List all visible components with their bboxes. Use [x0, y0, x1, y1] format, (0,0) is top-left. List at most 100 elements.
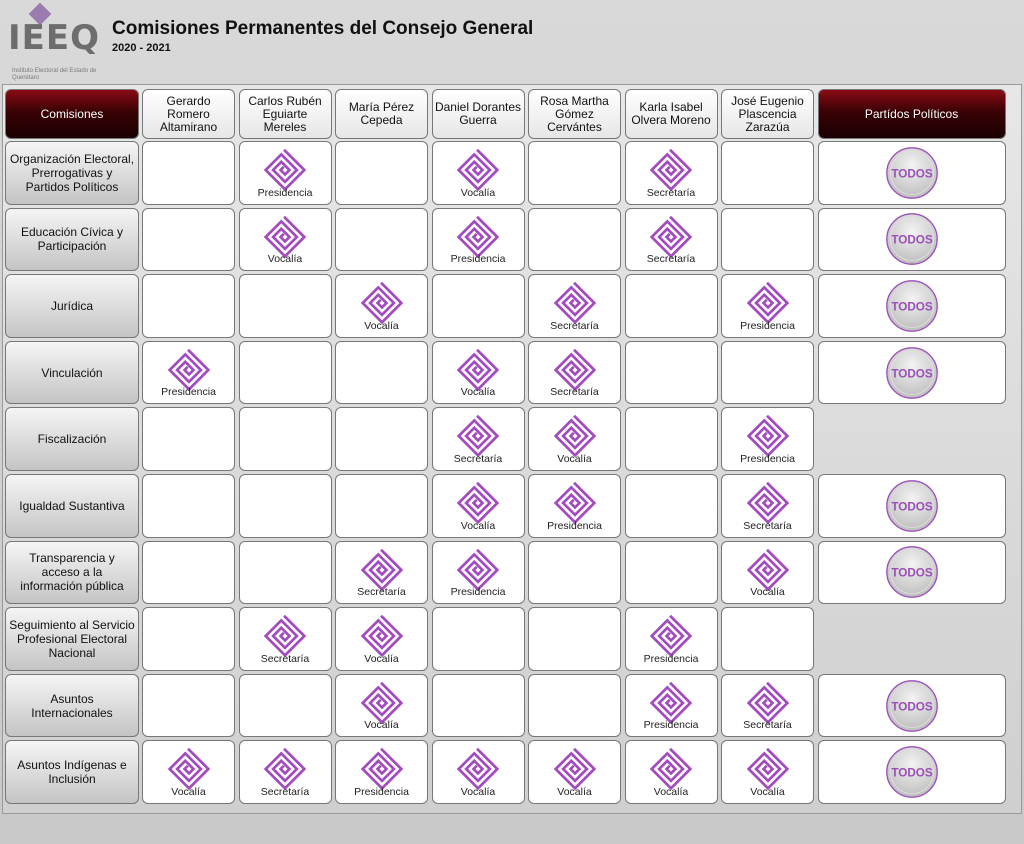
role-label: Presidencia: [740, 452, 795, 465]
ieeq-spiral-icon: [746, 481, 789, 525]
todos-badge-icon: TODOS: [885, 213, 938, 266]
todos-label: TODOS: [891, 167, 933, 180]
ieeq-spiral-icon: [167, 348, 210, 392]
row-header-commission: Asuntos Indígenas e Inclusión: [5, 740, 139, 804]
role-icon: [456, 415, 500, 458]
todos-badge: TODOS: [885, 745, 939, 799]
role-label: Presidencia: [450, 253, 506, 266]
assignment-cell: Presidencia: [431, 540, 525, 605]
assignment-cell: [335, 340, 428, 405]
role-label: Vocalía: [460, 186, 496, 199]
assignment-cell: [528, 207, 621, 272]
role-icon: [263, 148, 307, 192]
role-label: Vocalía: [364, 719, 399, 732]
ieeq-spiral-icon: [746, 748, 789, 791]
role-icon: [167, 348, 210, 392]
role-icon: [263, 215, 307, 258]
role-icon: [360, 548, 403, 591]
assignment-cell: Vocalía: [142, 740, 235, 804]
column-header-member: Daniel Dorantes Guerra: [431, 89, 525, 139]
assignment-cell: [142, 407, 235, 471]
todos-badge: TODOS: [885, 679, 939, 733]
row-header-commission: Educación Cívica y Participación: [5, 207, 139, 272]
role-label: Presidencia: [740, 319, 795, 332]
parties-cell: TODOS: [817, 540, 1006, 605]
parties-cell: TODOS: [817, 340, 1006, 405]
ieeq-spiral-icon: [553, 415, 596, 458]
role-label: Presidencia: [643, 652, 699, 665]
assignment-cell: [528, 540, 621, 605]
ieeq-spiral-icon: [553, 748, 596, 791]
todos-label: TODOS: [891, 567, 933, 580]
assignment-cell: [721, 340, 814, 405]
parties-cell: TODOS: [817, 740, 1006, 804]
assignment-cell: [721, 141, 814, 205]
assignment-cell: Secretaría: [528, 274, 621, 338]
assignment-cell: [142, 207, 235, 272]
role-icon: [649, 215, 693, 258]
row-header-commission: Transparencia y acceso a la información …: [5, 540, 139, 605]
role-label: Presidencia: [643, 719, 699, 732]
ieeq-spiral-icon: [263, 148, 307, 192]
ieeq-spiral-icon: [360, 548, 403, 591]
row-header-commission: Seguimiento al Servicio Profesional Elec…: [5, 607, 139, 671]
role-label: Vocalía: [364, 319, 399, 332]
role-icon: [649, 614, 693, 658]
role-icon: [456, 748, 500, 791]
parties-cell: TODOS: [817, 274, 1006, 338]
role-icon: [456, 548, 500, 591]
role-icon: [746, 281, 789, 325]
assignment-cell: [721, 607, 814, 671]
assignment-cell: Secretaría: [528, 340, 621, 405]
header-partidos-politicos: Partídos Políticos: [817, 89, 1006, 139]
assignment-cell: Vocalía: [431, 141, 525, 205]
role-label: Presidencia: [257, 186, 313, 199]
assignment-cell: [335, 207, 428, 272]
ieeq-spiral-icon: [649, 148, 693, 192]
ieeq-spiral-icon: [263, 614, 307, 658]
role-label: Presidencia: [354, 785, 409, 798]
assignment-cell: [335, 474, 428, 538]
role-label: Secretaría: [453, 452, 503, 465]
ieeq-spiral-icon: [360, 281, 403, 325]
todos-badge-icon: TODOS: [885, 146, 938, 199]
role-icon: [649, 681, 693, 725]
ieeq-spiral-icon: [456, 215, 500, 258]
ieeq-spiral-icon: [456, 481, 500, 525]
assignment-cell: Vocalía: [721, 540, 814, 605]
assignment-cell: [624, 340, 718, 405]
assignment-cell: Secretaría: [335, 540, 428, 605]
parties-cell: TODOS: [817, 673, 1006, 738]
parties-cell: TODOS: [817, 474, 1006, 538]
role-icon: [746, 415, 789, 458]
role-label: Vocalía: [364, 652, 399, 665]
ieeq-spiral-icon: [360, 614, 403, 658]
assignment-cell: [238, 340, 332, 405]
commissions-board: Comisiones Gerardo Romero Altamirano Carlo…: [2, 84, 1022, 814]
role-label: Vocalía: [557, 452, 592, 465]
role-label: Secretaría: [357, 586, 406, 599]
column-header-member: María Pérez Cepeda: [335, 89, 428, 139]
header-comisiones: Comisiones: [5, 89, 139, 139]
assignment-cell: [528, 673, 621, 738]
role-label: Vocalía: [267, 253, 303, 266]
ieeq-spiral-icon: [746, 281, 789, 325]
ieeq-spiral-icon: [360, 748, 403, 791]
assignment-cell: Secretaría: [624, 141, 718, 205]
assignment-cell: Presidencia: [624, 673, 718, 738]
assignment-cell: [238, 407, 332, 471]
row-header-commission: Vinculación: [5, 340, 139, 405]
ieeq-spiral-icon: [553, 348, 596, 392]
assignment-cell: Presidencia: [624, 607, 718, 671]
role-icon: [360, 681, 403, 725]
ieeq-spiral-icon: [649, 681, 693, 725]
assignment-cell: Secretaría: [624, 207, 718, 272]
todos-badge: TODOS: [885, 279, 939, 333]
assignment-cell: [528, 607, 621, 671]
assignment-cell: Secretaría: [431, 407, 525, 471]
assignment-cell: Vocalía: [721, 740, 814, 804]
assignment-cell: [142, 607, 235, 671]
parties-cell: TODOS: [817, 207, 1006, 272]
role-icon: [553, 281, 596, 325]
todos-badge: TODOS: [885, 479, 939, 533]
